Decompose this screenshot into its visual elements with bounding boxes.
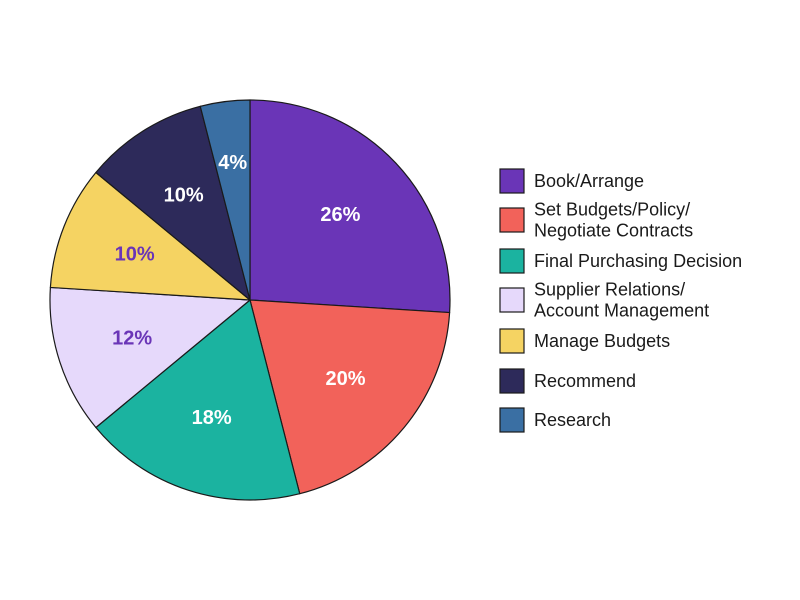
legend-label-final-purchasing-decision: Final Purchasing Decision — [534, 251, 742, 271]
legend-label-set-budgets-policy-negotiate-contracts-line-2: Negotiate Contracts — [534, 221, 693, 241]
legend-item-manage-budgets: Manage Budgets — [499, 328, 670, 354]
pie-slice-final-purchasing-decision — [95, 299, 301, 501]
pie-slices — [49, 99, 451, 501]
legend-label-set-budgets-policy-negotiate-contracts-line-1: Set Budgets/Policy/ — [534, 200, 690, 220]
legend-item-supplier-relations-account-management: Supplier Relations/Account Management — [499, 280, 709, 321]
pie-slice-labels: 26% 20% 18% 12% 10% 10% 4% — [112, 152, 366, 429]
slice-label-set-budgets-policy-negotiate-contracts: 20% — [325, 368, 365, 390]
pie-slice-book-arrange — [249, 99, 451, 314]
legend-swatch-set-budgets-policy-negotiate-contracts — [499, 207, 525, 233]
legend-swatch-final-purchasing-decision — [499, 248, 525, 274]
slice-label-research: 4% — [218, 152, 247, 174]
chart-legend: Book/Arrange Set Budgets/Policy/Negotiate… — [499, 168, 742, 433]
slice-label-book-arrange: 26% — [320, 204, 360, 226]
legend-item-book-arrange: Book/Arrange — [499, 168, 644, 194]
legend-label-book-arrange: Book/Arrange — [534, 171, 644, 191]
pie-slice-recommend — [95, 105, 251, 301]
legend-item-set-budgets-policy-negotiate-contracts: Set Budgets/Policy/Negotiate Contracts — [499, 200, 693, 241]
legend-label-supplier-relations-account-management-line-2: Account Management — [534, 301, 709, 321]
pie-slice-supplier-relations-account-management — [49, 286, 251, 429]
slice-label-final-purchasing-decision: 18% — [192, 407, 232, 429]
legend-item-final-purchasing-decision: Final Purchasing Decision — [499, 248, 742, 274]
slice-label-manage-budgets: 10% — [115, 243, 155, 265]
legend-item-research: Research — [499, 407, 611, 433]
legend-label-research: Research — [534, 410, 611, 430]
legend-label-supplier-relations-account-management-line-1: Supplier Relations/ — [534, 280, 685, 300]
legend-label-recommend: Recommend — [534, 371, 636, 391]
pie-slice-manage-budgets — [49, 171, 251, 301]
slice-label-supplier-relations-account-management: 12% — [112, 327, 152, 349]
legend-swatch-research — [499, 407, 525, 433]
legend-swatch-recommend — [499, 368, 525, 394]
legend-swatch-supplier-relations-account-management — [499, 287, 525, 313]
legend-label-manage-budgets: Manage Budgets — [534, 331, 670, 351]
pie-slice-set-budgets-policy-negotiate-contracts — [249, 299, 451, 495]
legend-item-recommend: Recommend — [499, 368, 636, 394]
legend-swatch-book-arrange — [499, 168, 525, 194]
slice-label-recommend: 10% — [164, 184, 204, 206]
legend-swatch-manage-budgets — [499, 328, 525, 354]
pie-slice-research — [199, 99, 251, 301]
